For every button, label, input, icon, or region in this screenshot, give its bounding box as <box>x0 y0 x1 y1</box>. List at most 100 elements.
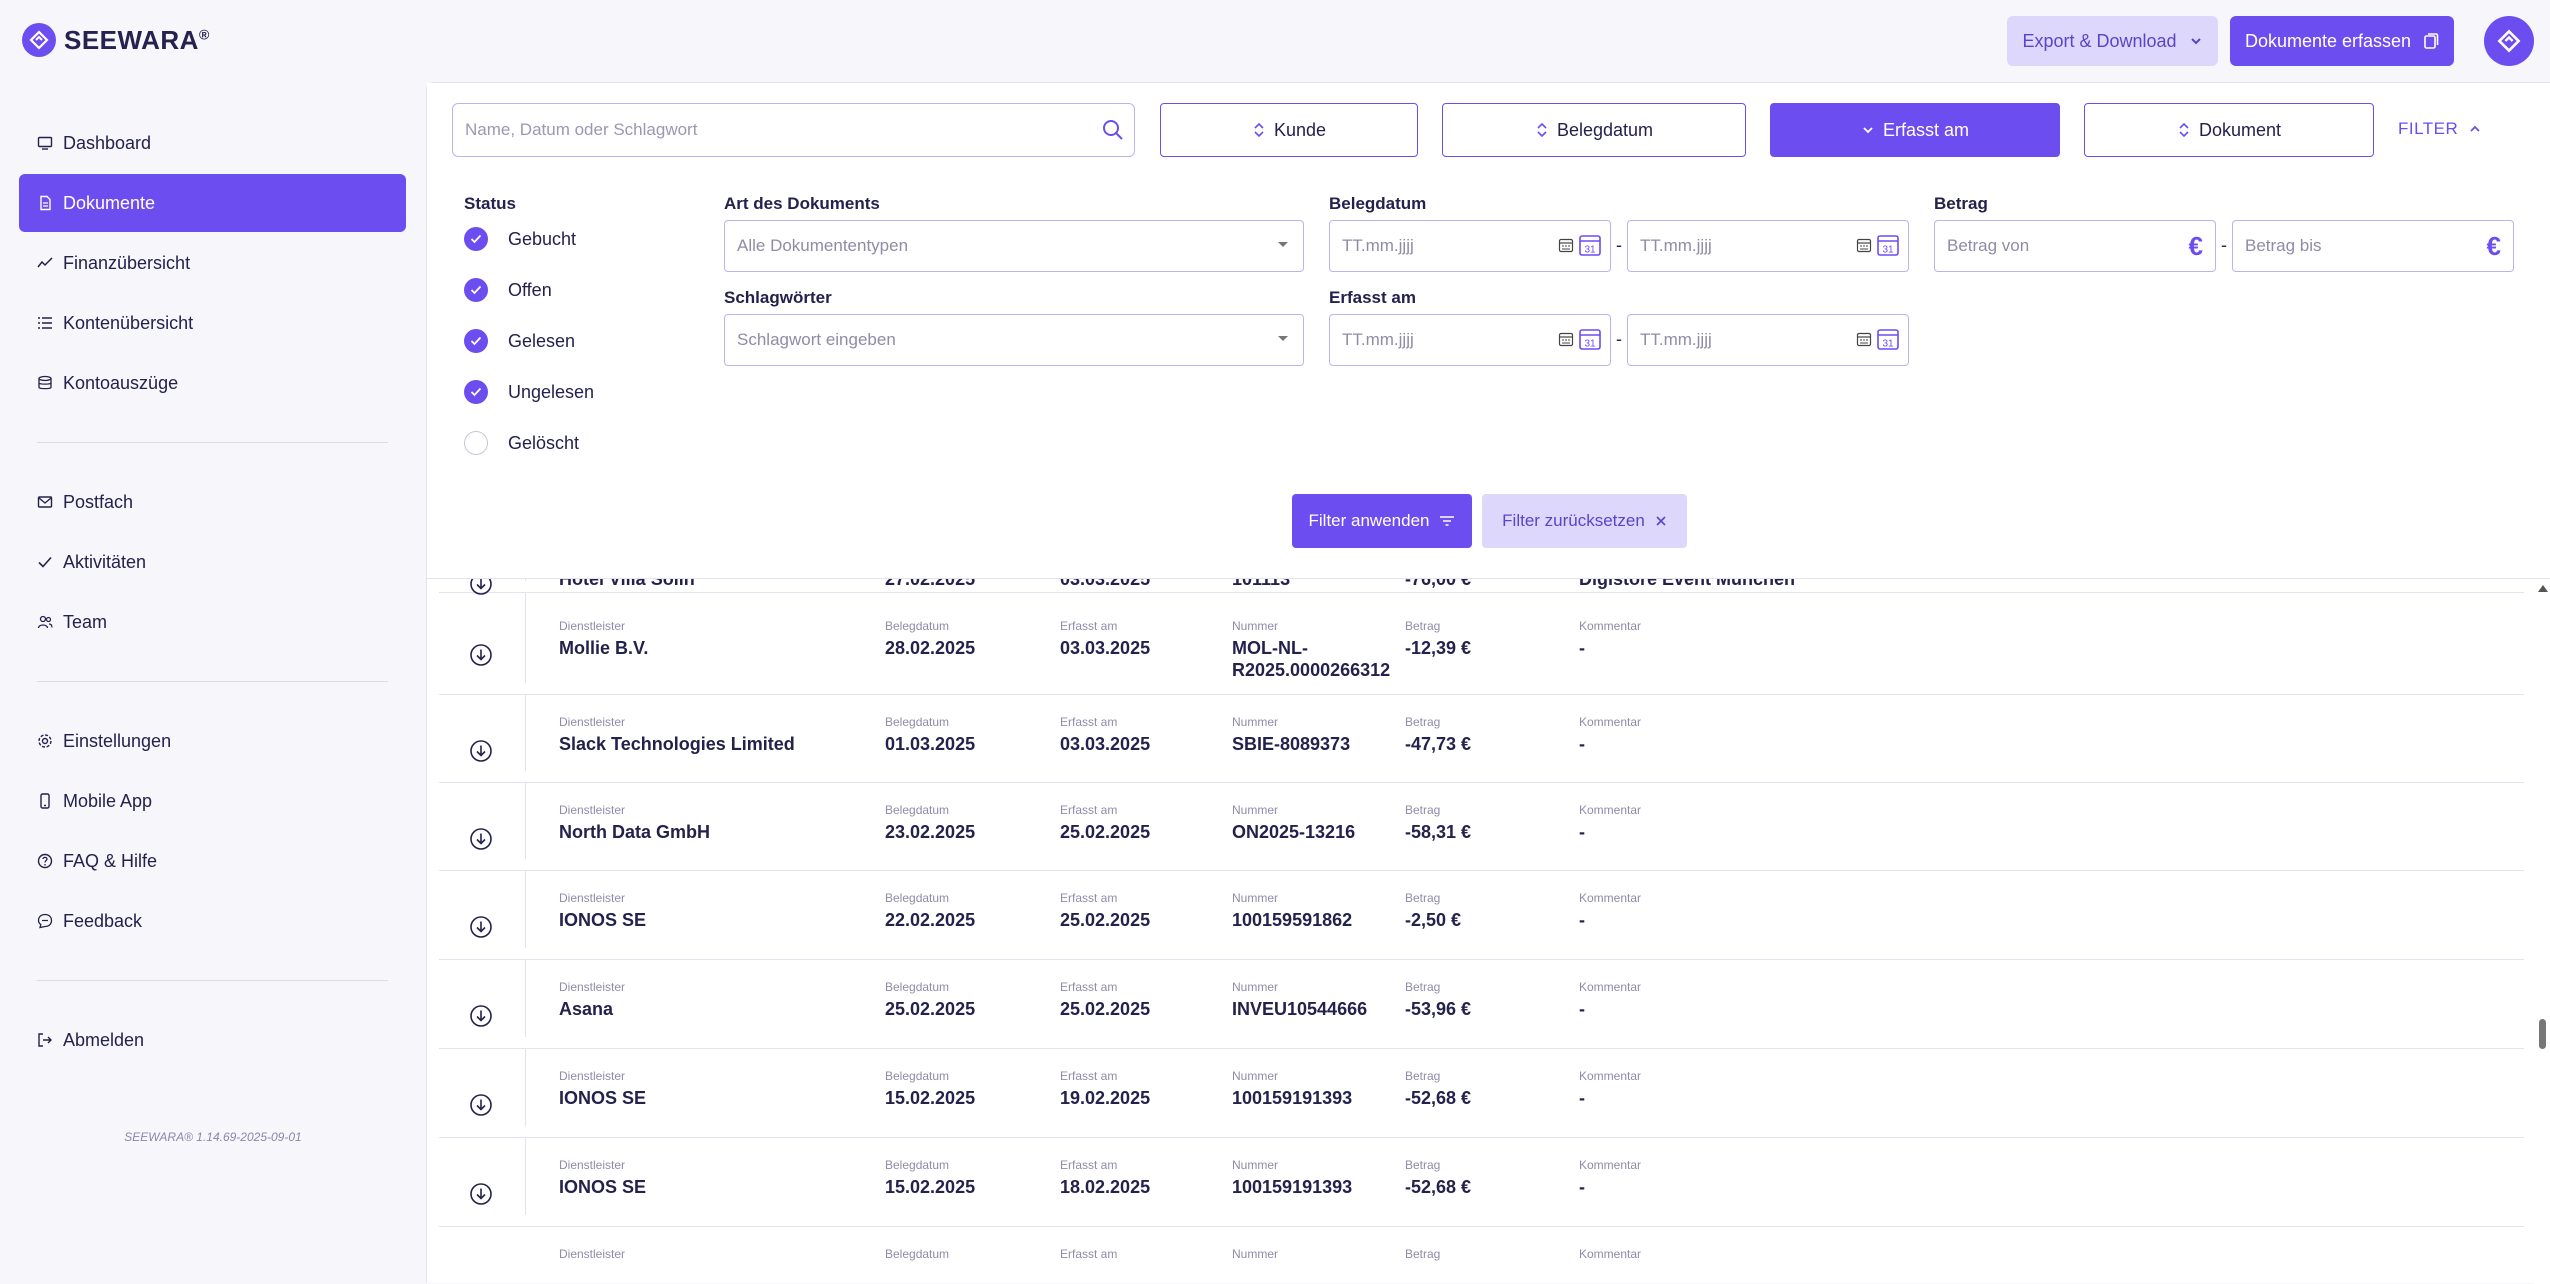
checkbox-checked-icon[interactable] <box>464 278 488 302</box>
euro-icon: € <box>2188 231 2203 261</box>
calendar-keyboard-icon[interactable] <box>1856 237 1872 253</box>
betrag-to-input[interactable]: Betrag bis € <box>2232 220 2514 272</box>
calendar-keyboard-icon[interactable] <box>1558 331 1574 347</box>
download-icon[interactable] <box>469 643 493 667</box>
sidebar-item-faq-hilfe[interactable]: FAQ & Hilfe <box>19 832 406 890</box>
table-row[interactable]: Dienstleister Mollie B.V. Belegdatum 28.02.… <box>439 593 2524 695</box>
table-row[interactable]: Dienstleister Slack Technologies Limited B… <box>439 695 2524 783</box>
cell-nummer: Nummer INVEU10544666 <box>1232 980 1402 1020</box>
status-checkbox-ungelesen[interactable]: Ungelesen <box>464 379 594 405</box>
status-checkbox-gelesen[interactable]: Gelesen <box>464 328 575 354</box>
table-row[interactable]: Dienstleister IONOS SE Belegdatum 15.02.202… <box>439 1049 2524 1138</box>
belegdatum-from-input[interactable]: TT.mm.jjjj 31 <box>1329 220 1611 272</box>
logo-icon <box>2497 29 2521 53</box>
chat-icon <box>37 913 53 929</box>
checkbox-unchecked-icon[interactable] <box>464 431 488 455</box>
capture-documents-button[interactable]: Dokumente erfassen <box>2230 16 2454 66</box>
sort-belegdatum-button[interactable]: Belegdatum <box>1442 103 1746 157</box>
scroll-thumb[interactable] <box>2539 1019 2546 1049</box>
column-label: Nummer <box>1232 891 1279 905</box>
table-row[interactable]: Dienstleister IONOS SE Belegdatum 22.02.202… <box>439 871 2524 960</box>
status-label: Status <box>464 194 516 213</box>
scrollbar[interactable] <box>2534 579 2550 1284</box>
filter-toggle[interactable]: FILTER <box>2398 119 2482 139</box>
document-type-label: Art des Dokuments <box>724 194 880 213</box>
download-icon[interactable] <box>469 1093 493 1117</box>
status-label-text: Gebucht <box>508 228 577 249</box>
sidebar-item-kontenübersicht[interactable]: Kontenübersicht <box>19 294 406 352</box>
document-type-select[interactable]: Alle Dokumententypen <box>724 220 1304 272</box>
app-logo[interactable]: SEEWARA® <box>22 22 210 58</box>
checkbox-checked-icon[interactable] <box>464 329 488 353</box>
column-label: Betrag <box>1405 980 1441 994</box>
download-icon[interactable] <box>469 1182 493 1206</box>
export-download-button[interactable]: Export & Download <box>2007 16 2218 66</box>
table-row[interactable]: Dienstleister Asana Belegdatum 25.02.2025 Er… <box>439 960 2524 1049</box>
checkbox-checked-icon[interactable] <box>464 227 488 251</box>
range-separator: - <box>1616 235 1622 255</box>
row-divider <box>525 960 526 1037</box>
calendar-keyboard-icon[interactable] <box>1558 237 1574 253</box>
erfasst-from-input[interactable]: TT.mm.jjjj 31 <box>1329 314 1611 366</box>
sort-erfasst-button[interactable]: Erfasst am <box>1770 103 2060 157</box>
logout-icon <box>37 1032 53 1048</box>
calendar-icon[interactable]: 31 <box>1578 327 1602 351</box>
checkbox-checked-icon[interactable] <box>464 380 488 404</box>
table-row[interactable]: Dienstleister IONOS SE Belegdatum 15.02.202… <box>439 1138 2524 1227</box>
cell-value: 22.02.2025 <box>885 910 976 930</box>
apply-filter-button[interactable]: Filter anwenden <box>1292 494 1472 548</box>
table-row[interactable]: Dienstleister North Data GmbH Belegdatum 23… <box>439 783 2524 871</box>
user-avatar[interactable] <box>2484 16 2534 66</box>
calendar-icon[interactable]: 31 <box>1876 233 1900 257</box>
cell-value: North Data GmbH <box>559 822 711 842</box>
sidebar-item-team[interactable]: Team <box>19 593 406 651</box>
sidebar-item-einstellungen[interactable]: Einstellungen <box>19 712 406 770</box>
svg-text:31: 31 <box>1882 339 1894 350</box>
cell-erfasst: Erfasst am 25.02.2025 <box>1060 803 1220 843</box>
sort-dokument-button[interactable]: Dokument <box>2084 103 2374 157</box>
sidebar-item-postfach[interactable]: Postfach <box>19 473 406 531</box>
sidebar-item-dokumente[interactable]: Dokumente <box>19 174 406 232</box>
download-icon[interactable] <box>469 1004 493 1028</box>
sidebar-item-dashboard[interactable]: Dashboard <box>19 114 406 172</box>
cell-belegdatum: Belegdatum 28.02.2025 <box>885 619 1045 659</box>
column-label: Betrag <box>1405 1247 1441 1261</box>
status-label-text: Gelöscht <box>508 432 580 453</box>
download-icon[interactable] <box>469 579 493 596</box>
sidebar-item-feedback[interactable]: Feedback <box>19 892 406 950</box>
cell-kommentar: Kommentar - <box>1579 715 1979 755</box>
sidebar-item-abmelden[interactable]: Abmelden <box>19 1011 406 1069</box>
download-icon[interactable] <box>469 739 493 763</box>
column-label: Nummer <box>1232 803 1279 817</box>
calendar-icon[interactable]: 31 <box>1578 233 1602 257</box>
calendar-keyboard-icon[interactable] <box>1856 331 1872 347</box>
cell-value: IONOS SE <box>559 910 647 930</box>
cell-value: Hotel Villa Solln <box>559 579 695 589</box>
table-row[interactable]: Hotel Villa Solln 27.02.2025 03.03.2025 101… <box>439 579 2524 596</box>
cell-value: -53,96 € <box>1405 999 1472 1019</box>
status-checkbox-gelöscht[interactable]: Gelöscht <box>464 430 579 456</box>
search-icon[interactable] <box>1102 119 1124 141</box>
sort-kunde-button[interactable]: Kunde <box>1160 103 1418 157</box>
belegdatum-to-input[interactable]: TT.mm.jjjj 31 <box>1627 220 1909 272</box>
cell-nummer: Nummer MOL-NL-R2025.0000266312 <box>1232 619 1402 681</box>
sidebar-item-finanzübersicht[interactable]: Finanzübersicht <box>19 234 406 292</box>
status-checkbox-offen[interactable]: Offen <box>464 277 552 303</box>
sidebar-item-mobile-app[interactable]: Mobile App <box>19 772 406 830</box>
status-checkbox-gebucht[interactable]: Gebucht <box>464 226 576 252</box>
cell-erfasst: Erfasst am 25.02.2025 <box>1060 980 1220 1020</box>
sidebar-item-kontoauszüge[interactable]: Kontoauszüge <box>19 354 406 412</box>
calendar-icon[interactable]: 31 <box>1876 327 1900 351</box>
download-icon[interactable] <box>469 827 493 851</box>
scroll-up-arrow-icon[interactable] <box>2538 585 2548 592</box>
download-icon[interactable] <box>469 915 493 939</box>
reset-filter-button[interactable]: Filter zurücksetzen <box>1482 494 1687 548</box>
betrag-from-input[interactable]: Betrag von € <box>1934 220 2216 272</box>
keywords-select[interactable]: Schlagwort eingeben <box>724 314 1304 366</box>
table-row[interactable]: Dienstleister Belegdatum Erfasst am Nummer B… <box>439 1227 2524 1284</box>
cell-belegdatum: Belegdatum <box>885 1247 949 1265</box>
erfasst-to-input[interactable]: TT.mm.jjjj 31 <box>1627 314 1909 366</box>
search-input[interactable]: Name, Datum oder Schlagwort <box>452 103 1135 157</box>
sidebar-item-aktivitäten[interactable]: Aktivitäten <box>19 533 406 591</box>
column-label: Dienstleister <box>559 980 626 994</box>
